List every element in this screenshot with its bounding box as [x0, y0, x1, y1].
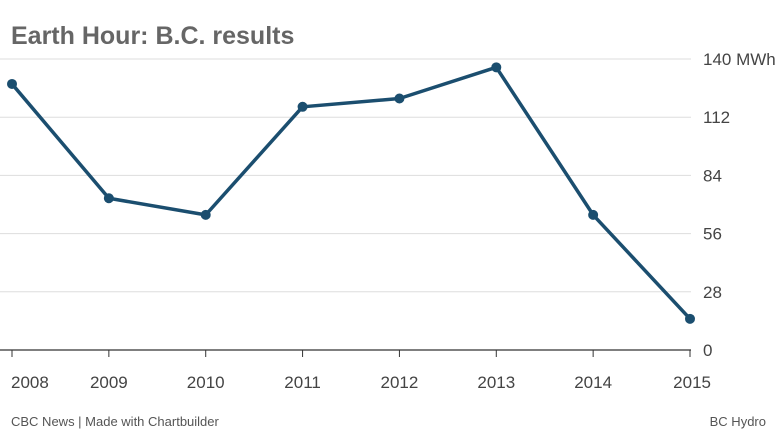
series-layer	[7, 62, 695, 324]
x-tick-label: 2013	[477, 373, 515, 392]
y-tick-label: 0	[703, 341, 712, 360]
x-tick-label: 2015	[673, 373, 711, 392]
y-tick-label: 84	[703, 166, 722, 185]
data-point	[491, 62, 502, 73]
x-tick-label: 2010	[187, 373, 225, 392]
x-tick-label: 2009	[90, 373, 128, 392]
data-point	[588, 209, 599, 220]
x-axis-ticks: 2008 2009 2010 2011 2012 2013 2014 2015	[11, 350, 711, 392]
footer-credit: CBC News | Made with Chartbuilder	[11, 414, 219, 429]
y-axis-ticks: 0 28 56 84 112 140 MWh	[703, 50, 776, 360]
x-tick-label: 2008	[11, 373, 49, 392]
y-tick-label: 140 MWh	[703, 50, 776, 69]
data-point	[297, 101, 308, 112]
data-point	[7, 78, 17, 89]
footer-source: BC Hydro	[709, 414, 766, 429]
data-point	[394, 93, 405, 104]
data-point	[685, 313, 695, 324]
chart-title: Earth Hour: B.C. results	[11, 22, 295, 50]
y-tick-label: 112	[703, 108, 730, 127]
x-tick-label: 2011	[284, 373, 321, 392]
data-point	[103, 193, 114, 204]
gridlines	[0, 58, 691, 351]
y-tick-label: 28	[703, 283, 722, 302]
x-tick-label: 2014	[574, 373, 612, 392]
y-tick-label: 56	[703, 225, 722, 244]
x-tick-label: 2012	[381, 373, 419, 392]
data-point	[200, 209, 211, 220]
series-line	[10, 65, 692, 321]
